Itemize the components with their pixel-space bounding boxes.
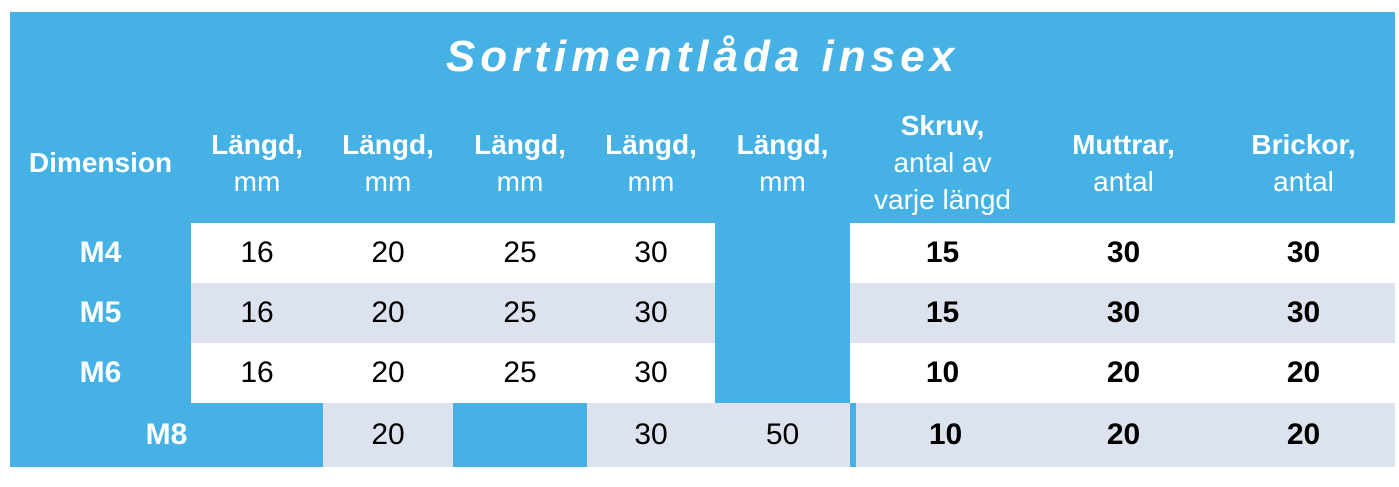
col-header-brickor: Brickor, antal [1212,102,1395,223]
cell-m8-brickor: 20 [1212,403,1395,467]
col-header-label: Längd, [211,128,303,160]
cell-m8-langd-4: 30 [587,403,715,467]
cell-m6-muttrar: 20 [1035,343,1212,403]
cell-m8-langd-5: 50 [715,403,850,467]
col-header-label: Längd, [605,128,697,160]
col-header-langd-4: Längd, mm [587,102,715,223]
col-header-unit: antal [1093,165,1154,197]
cell-m5-dimension: M5 [10,283,191,343]
col-header-langd-2: Längd, mm [323,102,453,223]
cell-m5-langd-1: 16 [191,283,323,343]
cell-m4-langd-1: 16 [191,223,323,283]
cell-m5-langd-3: 25 [453,283,587,343]
cell-m4-langd-2: 20 [323,223,453,283]
col-header-skruv: Skruv, antal av varje längd [850,102,1035,223]
assortment-table: Sortimentlåda insex Dimension Längd, mm … [10,12,1395,467]
cell-m8-skruv: 10 [850,403,1035,467]
cell-m6-langd-4: 30 [587,343,715,403]
col-header-langd-1: Längd, mm [191,102,323,223]
cell-m4-langd-4: 30 [587,223,715,283]
table-title: Sortimentlåda insex [10,12,1395,102]
col-header-unit: mm [233,165,281,197]
cell-m5-brickor: 30 [1212,283,1395,343]
cell-m5-langd-4: 30 [587,283,715,343]
cell-m6-brickor: 20 [1212,343,1395,403]
col-header-unit: antal av varje längd [874,147,1011,215]
cell-m8-dimension: M8 [10,403,323,467]
col-header-label: Dimension [28,147,173,178]
cell-m5-skruv: 15 [850,283,1035,343]
col-header-dimension: Dimension [10,102,191,223]
col-header-label: Längd, [474,128,566,160]
cell-m5-muttrar: 30 [1035,283,1212,343]
col-header-label: Brickor, [1251,128,1356,160]
col-header-langd-5: Längd, mm [715,102,850,223]
cell-m6-skruv: 10 [850,343,1035,403]
cell-m6-langd-2: 20 [323,343,453,403]
cell-m8-langd-3-empty [453,403,587,467]
cell-m6-langd-5-empty [715,343,850,403]
cell-m5-langd-2: 20 [323,283,453,343]
cell-m8-muttrar: 20 [1035,403,1212,467]
cell-m4-skruv: 15 [850,223,1035,283]
cell-m4-muttrar: 30 [1035,223,1212,283]
col-header-muttrar: Muttrar, antal [1035,102,1212,223]
cell-m4-dimension: M4 [10,223,191,283]
col-header-langd-3: Längd, mm [453,102,587,223]
col-header-label: Skruv, [900,110,985,141]
cell-m6-dimension: M6 [10,343,191,403]
col-header-unit: mm [759,165,806,197]
col-header-label: Muttrar, [1072,128,1175,160]
cell-m5-langd-5-empty [715,283,850,343]
col-header-label: Längd, [736,128,829,160]
col-header-unit: mm [496,165,544,197]
cell-m4-langd-3: 25 [453,223,587,283]
col-header-unit: mm [627,165,675,197]
cell-m4-langd-5-empty [715,223,850,283]
col-header-unit: antal [1273,165,1334,197]
cell-m4-brickor: 30 [1212,223,1395,283]
cell-m6-langd-1: 16 [191,343,323,403]
col-header-label: Längd, [342,128,434,160]
cell-m6-langd-3: 25 [453,343,587,403]
col-header-unit: mm [364,165,412,197]
cell-m8-langd-2: 20 [323,403,453,467]
